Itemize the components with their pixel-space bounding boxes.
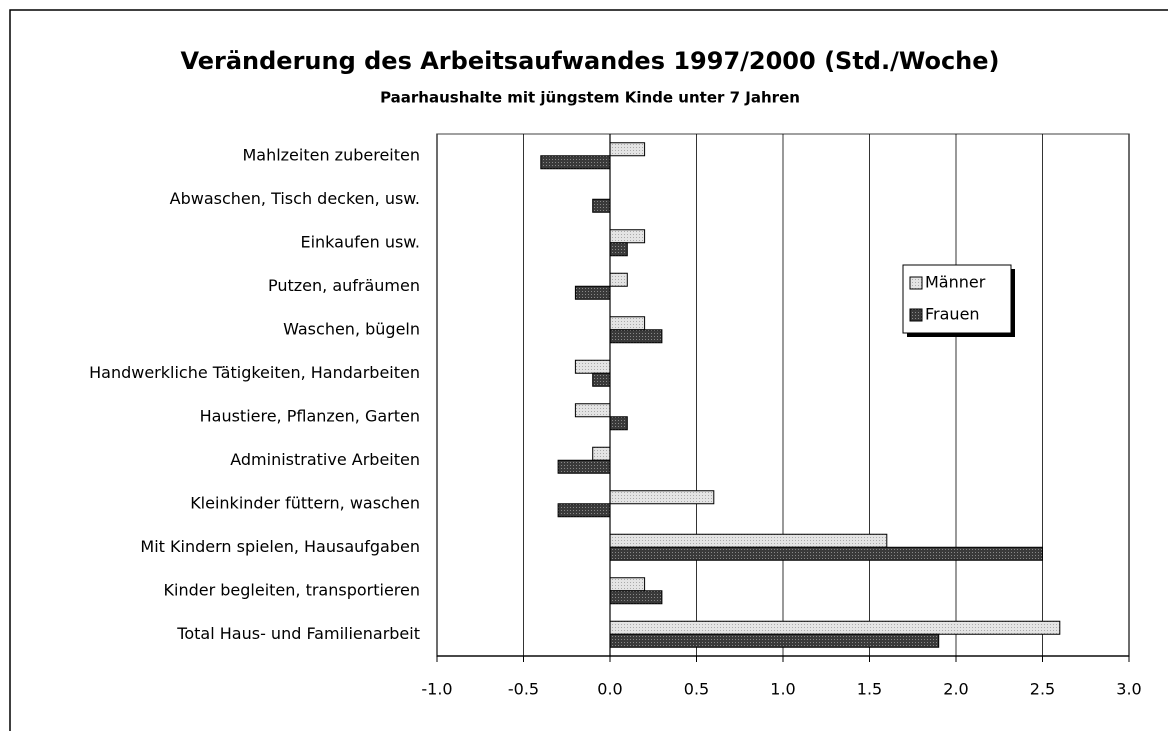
y-tick-label: Administrative Arbeiten — [230, 450, 420, 469]
bar — [609, 142, 646, 157]
bar — [609, 620, 1061, 635]
y-tick-label: Kinder begleiten, transportieren — [164, 580, 421, 599]
legend-label: Männer — [925, 273, 986, 292]
y-tick-label: Mit Kindern spielen, Hausaufgaben — [140, 537, 420, 556]
bar — [574, 359, 611, 374]
bar — [609, 490, 715, 505]
legend-label: Frauen — [925, 305, 980, 324]
y-tick-label: Total Haus- und Familienarbeit — [176, 624, 420, 643]
y-tick-label: Einkaufen usw. — [300, 232, 420, 251]
chart-subtitle: Paarhaushalte mit jüngstem Kinde unter 7… — [380, 89, 800, 107]
x-tick-label: 1.0 — [770, 680, 795, 699]
chart-title: Veränderung des Arbeitsaufwandes 1997/20… — [180, 47, 999, 75]
x-tick-label: -0.5 — [508, 680, 539, 699]
frame — [9, 9, 1168, 731]
bar — [609, 533, 888, 548]
bar — [592, 446, 611, 461]
x-tick-label: 1.5 — [857, 680, 882, 699]
bar — [609, 546, 1043, 561]
bar — [574, 403, 611, 418]
x-tick-label: 0.0 — [597, 680, 622, 699]
y-tick-label: Kleinkinder füttern, waschen — [190, 493, 420, 512]
y-tick-label: Abwaschen, Tisch decken, usw. — [170, 189, 420, 208]
bar — [609, 272, 628, 287]
legend-swatch — [909, 308, 923, 322]
bar — [609, 577, 646, 592]
y-tick-label: Handwerkliche Tätigkeiten, Handarbeiten — [89, 363, 420, 382]
bar — [540, 155, 611, 170]
bar — [574, 285, 611, 300]
y-tick-label: Waschen, bügeln — [283, 319, 420, 338]
bar — [609, 242, 628, 257]
bar — [609, 590, 663, 605]
x-tick-label: 0.5 — [684, 680, 709, 699]
bar — [557, 459, 611, 474]
x-tick-label: 3.0 — [1116, 680, 1141, 699]
bar — [609, 316, 646, 331]
bar — [609, 229, 646, 244]
x-tick-label: 2.0 — [943, 680, 968, 699]
bar — [557, 503, 611, 518]
bar — [609, 329, 663, 344]
y-tick-label: Putzen, aufräumen — [268, 276, 420, 295]
x-tick-label: -1.0 — [421, 680, 452, 699]
bar — [609, 416, 628, 431]
y-tick-label: Haustiere, Pflanzen, Garten — [200, 406, 420, 425]
bar — [609, 633, 940, 648]
bar — [592, 372, 611, 387]
x-tick-label: 2.5 — [1030, 680, 1055, 699]
y-tick-label: Mahlzeiten zubereiten — [242, 145, 420, 164]
bar — [592, 198, 611, 213]
legend — [902, 264, 1012, 334]
legend-swatch — [909, 276, 923, 290]
